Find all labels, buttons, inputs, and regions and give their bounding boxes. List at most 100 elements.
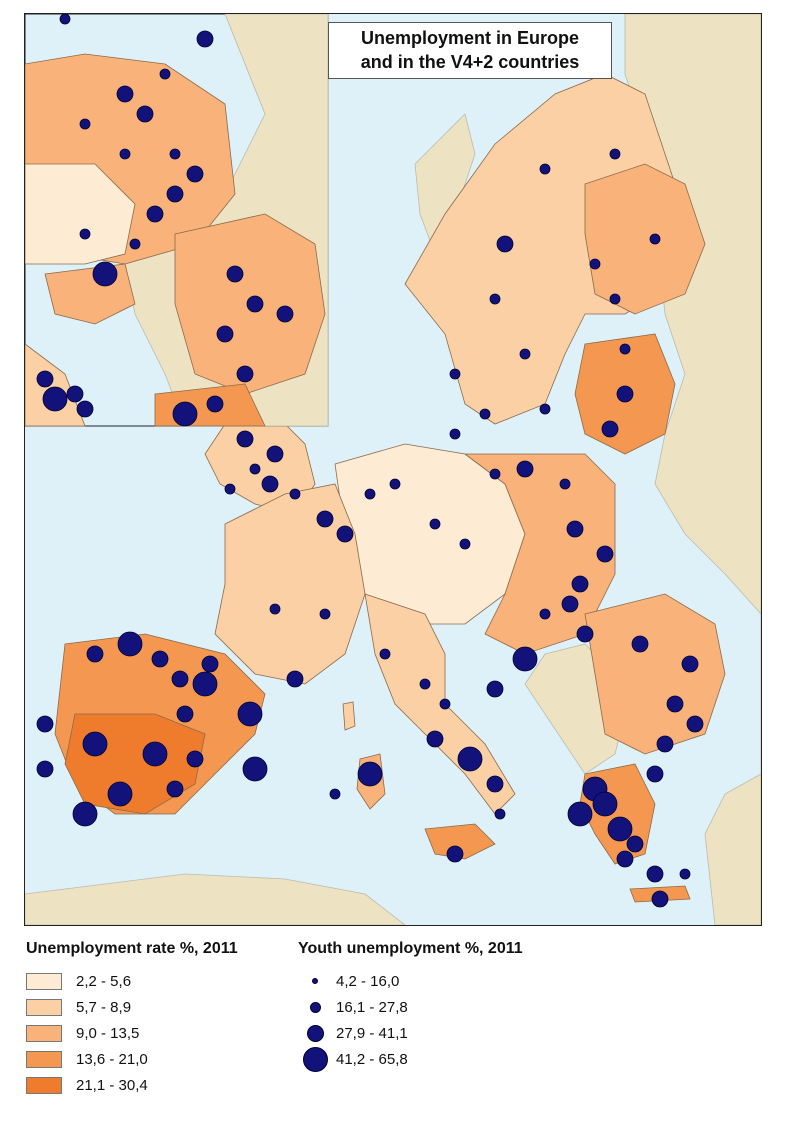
youth-unemployment-symbol: [59, 14, 71, 25]
youth-unemployment-symbol: [316, 510, 334, 528]
youth-unemployment-symbol: [119, 148, 131, 160]
youth-unemployment-symbol: [539, 163, 551, 175]
youth-unemployment-symbol: [192, 671, 218, 697]
youth-unemployment-symbol: [559, 478, 571, 490]
youth-unemployment-symbol: [226, 265, 244, 283]
youth-unemployment-symbol: [266, 445, 284, 463]
youth-unemployment-symbol: [429, 518, 441, 530]
youth-unemployment-symbol: [79, 118, 91, 130]
youth-symbol: [302, 1046, 328, 1072]
youth-unemployment-symbol: [216, 325, 234, 343]
youth-unemployment-symbol: [592, 791, 618, 817]
youth-unemployment-symbol: [151, 650, 169, 668]
youth-unemployment-symbol: [224, 483, 236, 495]
inset-italy: [25, 343, 86, 427]
youth-unemployment-symbol: [681, 655, 699, 673]
youth-unemployment-symbol: [686, 715, 704, 733]
youth-unemployment-symbol: [236, 430, 254, 448]
youth-legend-label: 27,9 - 41,1: [336, 1024, 408, 1042]
youth-unemployment-symbol: [609, 148, 621, 160]
rate-legend-item: 2,2 - 5,6: [26, 968, 238, 994]
rate-legend-label: 9,0 - 13,5: [76, 1024, 140, 1042]
youth-unemployment-symbol: [336, 525, 354, 543]
youth-unemployment-symbol: [249, 463, 261, 475]
corsica: [342, 701, 356, 731]
inset-map: [25, 14, 329, 427]
rate-swatch: [26, 1024, 62, 1042]
youth-unemployment-symbol: [489, 293, 501, 305]
youth-unemployment-symbol: [79, 228, 91, 240]
youth-unemployment-symbols: [36, 14, 704, 908]
youth-symbol: [312, 978, 318, 984]
youth-unemployment-symbol: [186, 750, 204, 768]
youth-legend-label: 4,2 - 16,0: [336, 972, 400, 990]
youth-unemployment-symbol: [364, 488, 376, 500]
youth-unemployment-symbol: [76, 400, 94, 418]
youth-unemployment-symbol: [646, 865, 664, 883]
youth-unemployment-symbol: [616, 850, 634, 868]
youth-unemployment-symbol: [357, 761, 383, 787]
youth-unemployment-symbol: [449, 368, 461, 380]
youth-unemployment-symbol: [196, 30, 214, 48]
youth-legend-item: 41,2 - 65,8: [298, 1046, 523, 1072]
youth-unemployment-symbol: [289, 488, 301, 500]
youth-unemployment-symbol: [286, 670, 304, 688]
youth-unemployment-symbol: [589, 258, 601, 270]
youth-unemployment-symbol: [626, 835, 644, 853]
inset-czech-hungary: [25, 163, 136, 265]
youth-unemployment-symbol: [237, 701, 263, 727]
non-eu-land-north: [414, 113, 476, 255]
youth-unemployment-symbol: [246, 295, 264, 313]
youth-unemployment-symbol: [486, 775, 504, 793]
youth-legend-label: 16,1 - 27,8: [336, 998, 408, 1016]
rate-legend: Unemployment rate %, 2011 2,2 - 5,6 5,7 …: [26, 940, 238, 1098]
rate-legend-label: 5,7 - 8,9: [76, 998, 132, 1016]
youth-unemployment-symbol: [646, 765, 664, 783]
rate-swatch: [26, 998, 62, 1016]
youth-unemployment-symbol: [129, 238, 141, 250]
youth-unemployment-symbol: [566, 520, 584, 538]
youth-unemployment-symbol: [159, 68, 171, 80]
rate-legend-label: 21,1 - 30,4: [76, 1076, 148, 1094]
youth-unemployment-symbol: [166, 185, 184, 203]
rate-legend-label: 2,2 - 5,6: [76, 972, 132, 990]
france: [214, 483, 366, 685]
youth-unemployment-symbol: [236, 365, 254, 383]
youth-unemployment-symbol: [666, 695, 684, 713]
youth-unemployment-symbol: [609, 293, 621, 305]
rate-swatch: [26, 1050, 62, 1068]
rate-legend-item: 21,1 - 30,4: [26, 1072, 238, 1098]
rate-legend-item: 13,6 - 21,0: [26, 1046, 238, 1072]
map-title-line-1: Unemployment in Europe: [360, 28, 580, 48]
youth-unemployment-symbol: [319, 608, 331, 620]
romania-bulgaria: [584, 593, 726, 755]
youth-unemployment-symbol: [186, 165, 204, 183]
youth-unemployment-symbol: [616, 385, 634, 403]
youth-unemployment-symbol: [242, 756, 268, 782]
youth-unemployment-symbol: [571, 575, 589, 593]
youth-unemployment-symbol: [459, 538, 471, 550]
rate-swatch: [26, 972, 62, 990]
youth-unemployment-symbol: [72, 801, 98, 827]
rate-legend-label: 13,6 - 21,0: [76, 1050, 148, 1068]
youth-unemployment-symbol: [107, 781, 133, 807]
youth-unemployment-symbol: [166, 780, 184, 798]
youth-unemployment-symbol: [36, 760, 54, 778]
youth-unemployment-symbol: [519, 348, 531, 360]
youth-unemployment-symbol: [479, 408, 491, 420]
youth-unemployment-symbol: [596, 545, 614, 563]
youth-unemployment-symbol: [42, 386, 68, 412]
youth-unemployment-symbol: [117, 631, 143, 657]
youth-legend-item: 16,1 - 27,8: [298, 994, 523, 1020]
youth-unemployment-symbol: [92, 261, 118, 287]
rate-legend-title: Unemployment rate %, 2011: [26, 940, 238, 957]
youth-legend-item: 27,9 - 41,1: [298, 1020, 523, 1046]
youth-unemployment-symbol: [82, 731, 108, 757]
youth-unemployment-symbol: [419, 678, 431, 690]
youth-unemployment-symbol: [269, 603, 281, 615]
youth-unemployment-symbol: [567, 801, 593, 827]
youth-unemployment-symbol: [607, 816, 633, 842]
youth-unemployment-symbol: [169, 148, 181, 160]
youth-unemployment-symbol: [457, 746, 483, 772]
rate-legend-item: 5,7 - 8,9: [26, 994, 238, 1020]
